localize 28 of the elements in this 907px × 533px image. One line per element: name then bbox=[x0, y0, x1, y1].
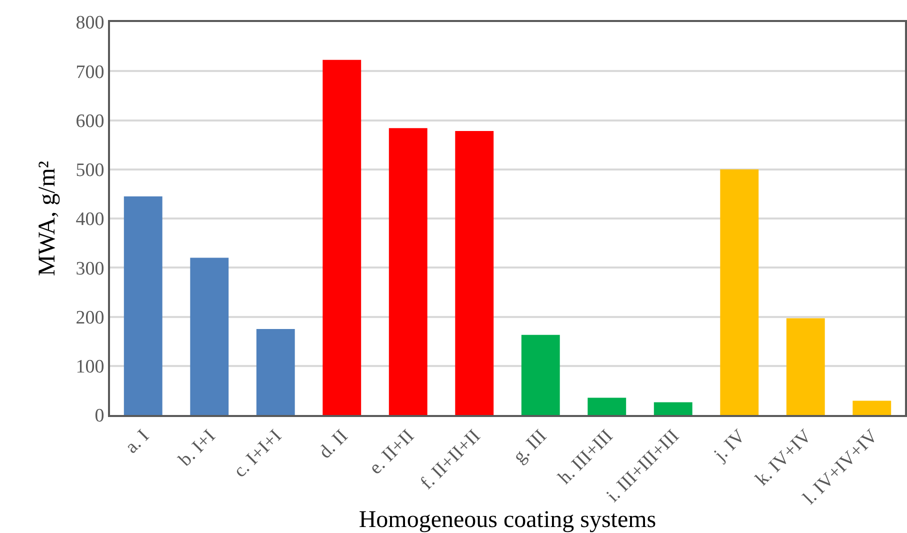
x-axis-title: Homogeneous coating systems bbox=[358, 507, 656, 533]
x-tick-label: g. III bbox=[509, 426, 551, 468]
y-tick-label: 0 bbox=[94, 406, 104, 427]
x-tick-label: d. II bbox=[314, 426, 352, 463]
bar bbox=[588, 398, 626, 415]
y-tick-label: 200 bbox=[76, 307, 104, 328]
bar bbox=[322, 60, 362, 415]
bar bbox=[124, 196, 162, 415]
x-tick-label: j. IV bbox=[709, 426, 750, 466]
y-tick-label: 500 bbox=[76, 160, 104, 182]
y-tick-label: 300 bbox=[76, 258, 104, 280]
y-tick-label: 400 bbox=[76, 209, 104, 230]
bar bbox=[521, 334, 560, 415]
x-tick-label: b. I+I bbox=[174, 426, 220, 471]
bar bbox=[455, 131, 494, 415]
bar bbox=[388, 128, 428, 415]
bar bbox=[190, 258, 229, 415]
x-tick-label: a. I bbox=[121, 426, 154, 458]
bar bbox=[256, 329, 295, 415]
y-axis-title: MWA, g/m² bbox=[34, 160, 60, 276]
y-tick-label: 700 bbox=[76, 62, 104, 83]
bar bbox=[654, 402, 692, 415]
y-tick-label: 800 bbox=[76, 12, 104, 34]
y-tick-label: 600 bbox=[76, 110, 104, 132]
bar bbox=[852, 400, 892, 415]
bar bbox=[786, 318, 825, 415]
bar bbox=[720, 169, 759, 415]
y-tick-label: 100 bbox=[76, 356, 104, 378]
